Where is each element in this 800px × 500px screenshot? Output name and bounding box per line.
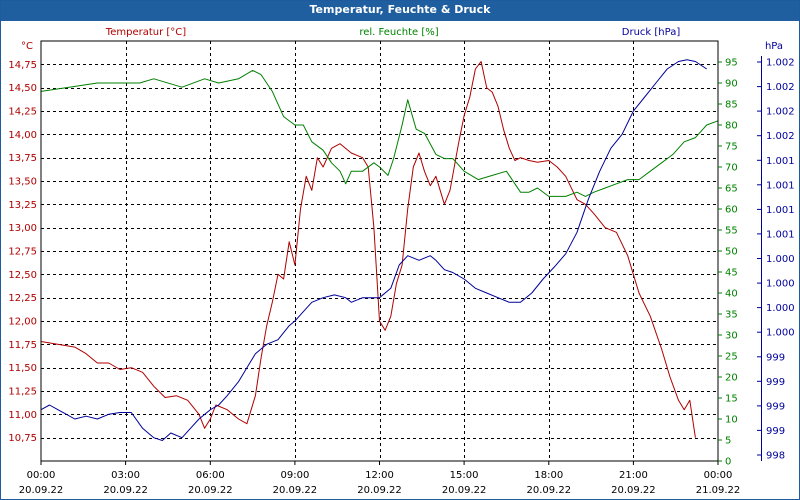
date-tick-label: 20.09.22: [19, 485, 64, 496]
humidity-tick-label: 55: [725, 226, 738, 237]
temperature-tick-label: 14,00: [8, 130, 37, 141]
date-tick-label: 20.09.22: [611, 485, 656, 496]
humidity-tick-label: 10: [725, 415, 738, 426]
pressure-tick-label: 1.001: [766, 156, 795, 167]
temperature-tick-label: 14,75: [8, 60, 37, 71]
series-line-humidity: [40, 69, 719, 197]
pressure-tick-label: 998: [766, 451, 785, 462]
time-tick-label: 12:00: [365, 470, 394, 481]
pressure-axis-label: Druck [hPa]: [622, 27, 681, 38]
humidity-tick-label: 5: [725, 436, 731, 447]
humidity-tick-label: 65: [725, 184, 738, 195]
title-bar: Temperatur, Feuchte & Druck: [1, 1, 799, 21]
pressure-tick-label: 1.002: [766, 107, 795, 118]
pressure-tick-label: 1.000: [766, 254, 795, 265]
time-tick-label: 21:00: [619, 470, 648, 481]
pressure-tick-label: 1.000: [766, 279, 795, 290]
humidity-tick-label: 70: [725, 163, 738, 174]
temperature-tick-label: 10,75: [8, 433, 37, 444]
humidity-tick-label: 20: [725, 373, 738, 384]
pressure-tick-label: 999: [766, 401, 785, 412]
temperature-tick-label: 11,25: [8, 387, 37, 398]
axis-labels: Temperatur [°C] rel. Feuchte [%] Druck […: [21, 27, 783, 52]
pressure-unit: hPa: [765, 41, 783, 52]
humidity-axis-label: rel. Feuchte [%]: [359, 27, 438, 38]
temperature-tick-label: 12,25: [8, 293, 37, 304]
pressure-tick-label: 1.000: [766, 303, 795, 314]
temperature-tick-label: 14,50: [8, 83, 37, 94]
humidity-tick-label: 75: [725, 142, 738, 153]
humidity-tick-label: 30: [725, 331, 738, 342]
temperature-tick-label: 13,25: [8, 200, 37, 211]
series-group: [40, 59, 719, 441]
time-tick-label: 09:00: [280, 470, 309, 481]
temperature-tick-label: 11,75: [8, 340, 37, 351]
temperature-axis: 10,75 11,00 11,25 11,50 11,75 12,00 12,25 12,50…: [8, 60, 37, 444]
date-tick-label: 20.09.22: [357, 485, 402, 496]
time-tick-label: 15:00: [450, 470, 479, 481]
humidity-tick-label: 45: [725, 268, 738, 279]
temperature-tick-label: 14,25: [8, 107, 37, 118]
date-tick-label: 20.09.22: [442, 485, 487, 496]
humidity-axis: 0 5 10 15 20 25 30 35 40 45 50 55 60 65 70 75 80 85 90 95: [718, 58, 738, 468]
time-tick-label: 00:00: [704, 470, 733, 481]
humidity-tick-label: 80: [725, 121, 738, 132]
humidity-tick-label: 15: [725, 394, 738, 405]
humidity-tick-label: 35: [725, 310, 738, 321]
humidity-tick-label: 0: [725, 457, 731, 468]
pressure-tick-label: 1.000: [766, 328, 795, 339]
pressure-tick-label: 999: [766, 426, 785, 437]
humidity-tick-label: 25: [725, 352, 738, 363]
humidity-tick-label: 50: [725, 247, 738, 258]
pressure-tick-label: 1.002: [766, 82, 795, 93]
pressure-tick-label: 999: [766, 377, 785, 388]
humidity-tick-label: 60: [725, 205, 738, 216]
temperature-unit: °C: [21, 41, 33, 52]
pressure-tick-label: 1.001: [766, 180, 795, 191]
date-tick-label: 20.09.22: [527, 485, 572, 496]
temperature-tick-label: 11,50: [8, 363, 37, 374]
temperature-tick-label: 13,00: [8, 223, 37, 234]
humidity-tick-label: 90: [725, 79, 738, 90]
time-tick-label: 18:00: [534, 470, 563, 481]
time-tick-label: 00:00: [27, 470, 56, 481]
series-line-temperature: [40, 61, 696, 438]
temperature-axis-label: Temperatur [°C]: [105, 27, 186, 38]
pressure-tick-label: 1.002: [766, 58, 795, 69]
date-tick-label: 20.09.22: [103, 485, 148, 496]
pressure-tick-label: 1.001: [766, 205, 795, 216]
humidity-tick-label: 85: [725, 100, 738, 111]
humidity-tick-label: 40: [725, 289, 738, 300]
temperature-tick-label: 12,50: [8, 270, 37, 281]
humidity-tick-label: 95: [725, 58, 738, 69]
date-tick-label: 21.09.22: [696, 485, 741, 496]
date-tick-label: 20.09.22: [188, 485, 233, 496]
temperature-tick-label: 13,50: [8, 177, 37, 188]
pressure-tick-label: 1.001: [766, 229, 795, 240]
series-line-pressure: [40, 59, 707, 441]
time-axis: 00:00 20.09.22 03:00 20.09.22 06:00 20.09.22 0…: [19, 461, 741, 496]
pressure-tick-label: 999: [766, 352, 785, 363]
temperature-tick-label: 12,00: [8, 317, 37, 328]
temperature-tick-label: 11,00: [8, 410, 37, 421]
time-tick-label: 06:00: [196, 470, 225, 481]
temperature-tick-label: 12,75: [8, 247, 37, 258]
grid-lines: [41, 41, 718, 461]
time-tick-label: 03:00: [111, 470, 140, 481]
pressure-tick-label: 1.002: [766, 131, 795, 142]
temperature-tick-label: 13,75: [8, 153, 37, 164]
pressure-axis: 998 999 999 999 999 1.000 1.000 1.000 1.000 1.001…: [757, 56, 795, 462]
date-tick-label: 20.09.22: [273, 485, 318, 496]
